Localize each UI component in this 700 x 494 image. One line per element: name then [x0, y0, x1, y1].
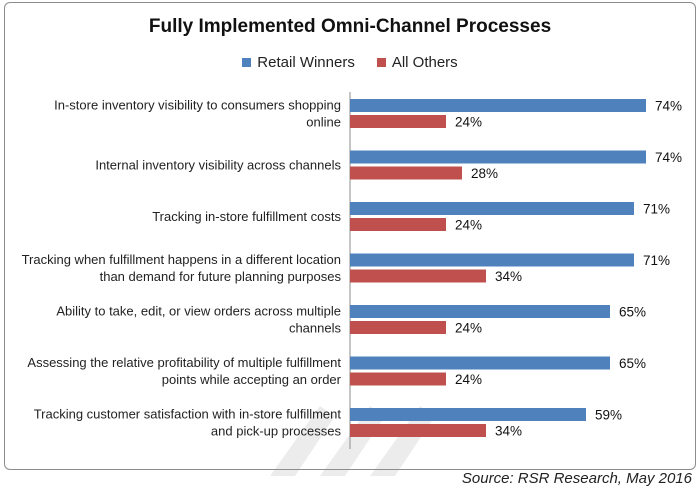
bar-retail-winners: [350, 253, 634, 267]
bar-all-others: [350, 321, 446, 334]
category-label: In-store inventory visibility to consume…: [54, 98, 341, 113]
category-label: and pick-up processes: [211, 424, 342, 439]
bar-retail-winners: [350, 305, 610, 318]
category-label: Tracking in-store fulfillment costs: [152, 209, 341, 224]
bar-retail-winners: [350, 356, 610, 370]
data-label: 71%: [643, 202, 670, 217]
data-label: 74%: [655, 99, 682, 114]
data-label: 24%: [455, 372, 482, 387]
bar-retail-winners: [350, 150, 646, 164]
category-label: Tracking customer satisfaction with in-s…: [34, 407, 342, 422]
legend-item-retail-winners: Retail Winners: [242, 54, 355, 71]
legend-label-all-others: All Others: [391, 54, 458, 71]
bar-retail-winners: [350, 408, 586, 421]
category-label: online: [306, 115, 341, 130]
bar-retail-winners: [350, 99, 646, 112]
category-label: points while accepting an order: [162, 372, 342, 387]
bar-all-others: [350, 115, 446, 128]
bar-retail-winners: [350, 202, 634, 215]
bar-all-others: [350, 269, 486, 283]
data-label: 74%: [655, 150, 682, 165]
legend-swatch-retail-winners: [242, 58, 252, 67]
data-label: 65%: [619, 356, 646, 371]
category-label: than demand for future planning purposes: [100, 269, 342, 284]
category-label: Tracking when fulfillment happens in a d…: [22, 252, 341, 267]
data-label: 24%: [455, 115, 482, 130]
category-label: Internal inventory visibility across cha…: [95, 158, 341, 173]
source-note: Source: RSR Research, May 2016: [461, 470, 692, 487]
data-label: 65%: [619, 305, 646, 320]
bar-all-others: [350, 218, 446, 231]
data-label: 24%: [455, 321, 482, 336]
bar-all-others: [350, 372, 446, 386]
bar-all-others: [350, 166, 462, 180]
legend-swatch-all-others: [376, 58, 386, 67]
data-label: 59%: [595, 408, 622, 423]
legend-item-all-others: All Others: [376, 54, 458, 71]
data-label: 24%: [455, 218, 482, 233]
watermark-graphic: [270, 406, 435, 476]
data-label: 34%: [495, 269, 522, 284]
category-label: Ability to take, edit, or view orders ac…: [56, 304, 341, 319]
category-label: Assessing the relative profitability of …: [27, 355, 341, 370]
data-label: 71%: [643, 253, 670, 268]
data-label: 28%: [471, 166, 498, 181]
legend-label-retail-winners: Retail Winners: [257, 54, 355, 71]
category-label: channels: [289, 321, 342, 336]
data-label: 34%: [495, 424, 522, 439]
chart-title: Fully Implemented Omni-Channel Processes: [148, 16, 552, 37]
bar-all-others: [350, 424, 486, 437]
legend: Retail Winners All Others: [0, 54, 700, 71]
